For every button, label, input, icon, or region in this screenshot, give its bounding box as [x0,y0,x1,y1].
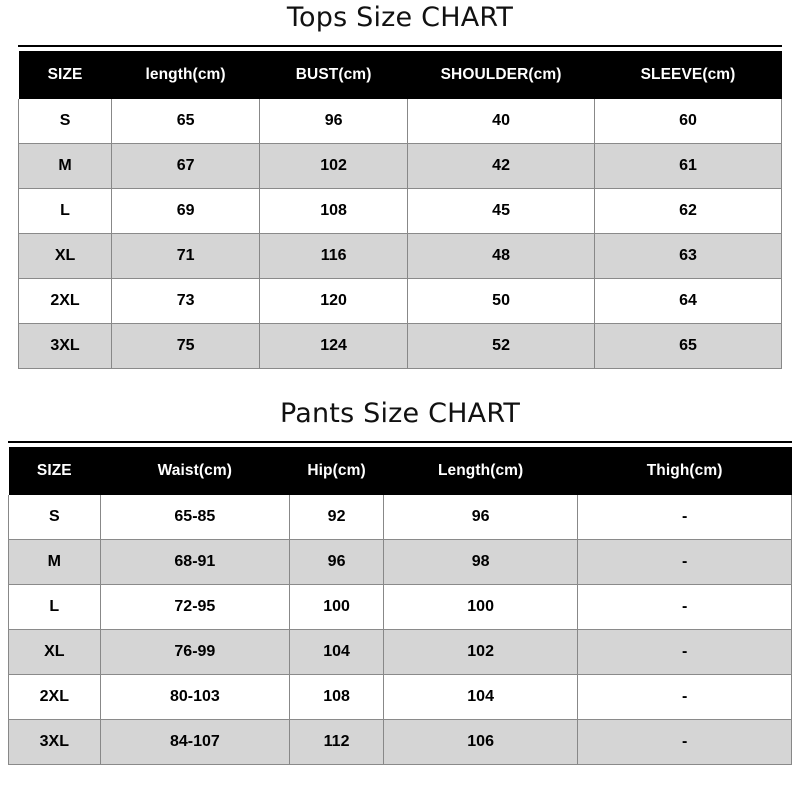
pants-cell-waist: 80-103 [100,674,291,720]
table-row: XL 71 116 48 63 [17,233,782,279]
pants-header-size: SIZE [8,447,101,495]
tops-cell-shoulder: 48 [407,233,596,279]
pants-cell-waist: 65-85 [100,495,291,540]
pants-header-row: SIZE Waist(cm) Hip(cm) Length(cm) Thigh(… [8,447,792,495]
table-row: S 65 96 40 60 [17,99,782,144]
pants-header-hip: Hip(cm) [289,447,384,495]
tops-header-shoulder: SHOULDER(cm) [407,51,595,99]
pants-cell-length: 104 [383,674,579,720]
pants-header-length: Length(cm) [383,447,578,495]
tops-cell-shoulder: 40 [407,99,596,144]
tops-table-head: SIZE length(cm) BUST(cm) SHOULDER(cm) SL… [18,51,782,99]
pants-cell-size: 3XL [8,719,101,765]
pants-cell-thigh: - [577,495,792,540]
pants-cell-length: 98 [383,539,579,585]
tops-header-length: length(cm) [111,51,260,99]
tops-cell-size: M [17,143,113,189]
pants-cell-hip: 100 [289,584,385,630]
pants-cell-length: 106 [383,719,579,765]
pants-cell-size: L [8,584,101,630]
pants-size-chart-block: Pants Size CHART SIZE Waist(cm) Hip(cm) … [8,400,792,765]
table-row: XL 76-99 104 102 - [8,629,792,675]
tops-cell-length: 75 [111,323,261,369]
tops-cell-length: 65 [111,99,261,144]
pants-cell-thigh: - [577,539,792,585]
tops-cell-shoulder: 45 [407,188,596,234]
pants-table-body: S 65-85 92 96 - M 68-91 96 98 - L 72-95 … [8,495,792,765]
tops-table-body: S 65 96 40 60 M 67 102 42 61 L 69 108 [17,99,782,369]
tops-cell-sleeve: 63 [594,233,782,279]
tops-cell-sleeve: 61 [594,143,782,189]
pants-cell-thigh: - [577,629,792,675]
table-row: L 72-95 100 100 - [8,584,792,630]
pants-chart-title: Pants Size CHART [279,398,521,429]
tops-header-size: SIZE [18,51,112,99]
pants-cell-size: S [8,495,101,540]
tops-cell-bust: 108 [259,188,409,234]
tops-cell-bust: 96 [259,99,409,144]
table-row: M 68-91 96 98 - [8,539,792,585]
tops-cell-bust: 120 [259,278,409,324]
pants-cell-hip: 112 [289,719,385,765]
tops-header-row: SIZE length(cm) BUST(cm) SHOULDER(cm) SL… [18,51,782,99]
tops-chart-title: Tops Size CHART [286,2,514,33]
tops-cell-bust: 116 [259,233,409,279]
tops-cell-sleeve: 60 [594,99,782,144]
pants-header-top-rule [8,441,792,443]
tops-cell-shoulder: 52 [407,323,596,369]
tops-cell-shoulder: 42 [407,143,596,189]
tops-cell-length: 71 [111,233,261,279]
pants-cell-hip: 92 [289,495,385,540]
pants-cell-hip: 96 [289,539,385,585]
pants-cell-waist: 72-95 [100,584,291,630]
tops-header-sleeve: SLEEVE(cm) [594,51,782,99]
pants-cell-size: XL [8,629,101,675]
pants-cell-thigh: - [577,719,792,765]
tops-cell-sleeve: 64 [594,278,782,324]
pants-table-head: SIZE Waist(cm) Hip(cm) Length(cm) Thigh(… [8,447,792,495]
tops-cell-length: 67 [111,143,261,189]
pants-cell-size: 2XL [8,674,101,720]
table-row: L 69 108 45 62 [17,188,782,234]
pants-cell-waist: 68-91 [100,539,291,585]
pants-header-waist: Waist(cm) [100,447,290,495]
pants-cell-length: 96 [383,495,579,540]
pants-cell-hip: 108 [289,674,385,720]
pants-cell-hip: 104 [289,629,385,675]
tops-cell-size: L [17,188,113,234]
tops-size-table: SIZE length(cm) BUST(cm) SHOULDER(cm) SL… [17,51,782,369]
pants-cell-thigh: - [577,674,792,720]
pants-size-table: SIZE Waist(cm) Hip(cm) Length(cm) Thigh(… [8,447,792,765]
tops-cell-bust: 102 [259,143,409,189]
table-row: 2XL 80-103 108 104 - [8,674,792,720]
pants-cell-waist: 76-99 [100,629,291,675]
tops-header-bust: BUST(cm) [259,51,408,99]
table-row: 3XL 84-107 112 106 - [8,719,792,765]
tops-cell-length: 73 [111,278,261,324]
tops-cell-shoulder: 50 [407,278,596,324]
tops-size-chart-block: Tops Size CHART SIZE length(cm) BUST(cm)… [17,2,782,369]
pants-cell-waist: 84-107 [100,719,291,765]
pants-cell-thigh: - [577,584,792,630]
tops-cell-sleeve: 65 [594,323,782,369]
tops-cell-size: 3XL [17,323,113,369]
tops-cell-sleeve: 62 [594,188,782,234]
tops-cell-length: 69 [111,188,261,234]
tops-cell-size: 2XL [17,278,113,324]
tops-cell-bust: 124 [259,323,409,369]
pants-cell-size: M [8,539,101,585]
pants-cell-length: 100 [383,584,579,630]
tops-cell-size: XL [17,233,113,279]
table-row: 2XL 73 120 50 64 [17,278,782,324]
table-row: M 67 102 42 61 [17,143,782,189]
table-row: 3XL 75 124 52 65 [17,323,782,369]
pants-cell-length: 102 [383,629,579,675]
tops-header-top-rule [18,45,782,47]
table-row: S 65-85 92 96 - [8,495,792,540]
tops-cell-size: S [17,99,113,144]
pants-header-thigh: Thigh(cm) [577,447,792,495]
